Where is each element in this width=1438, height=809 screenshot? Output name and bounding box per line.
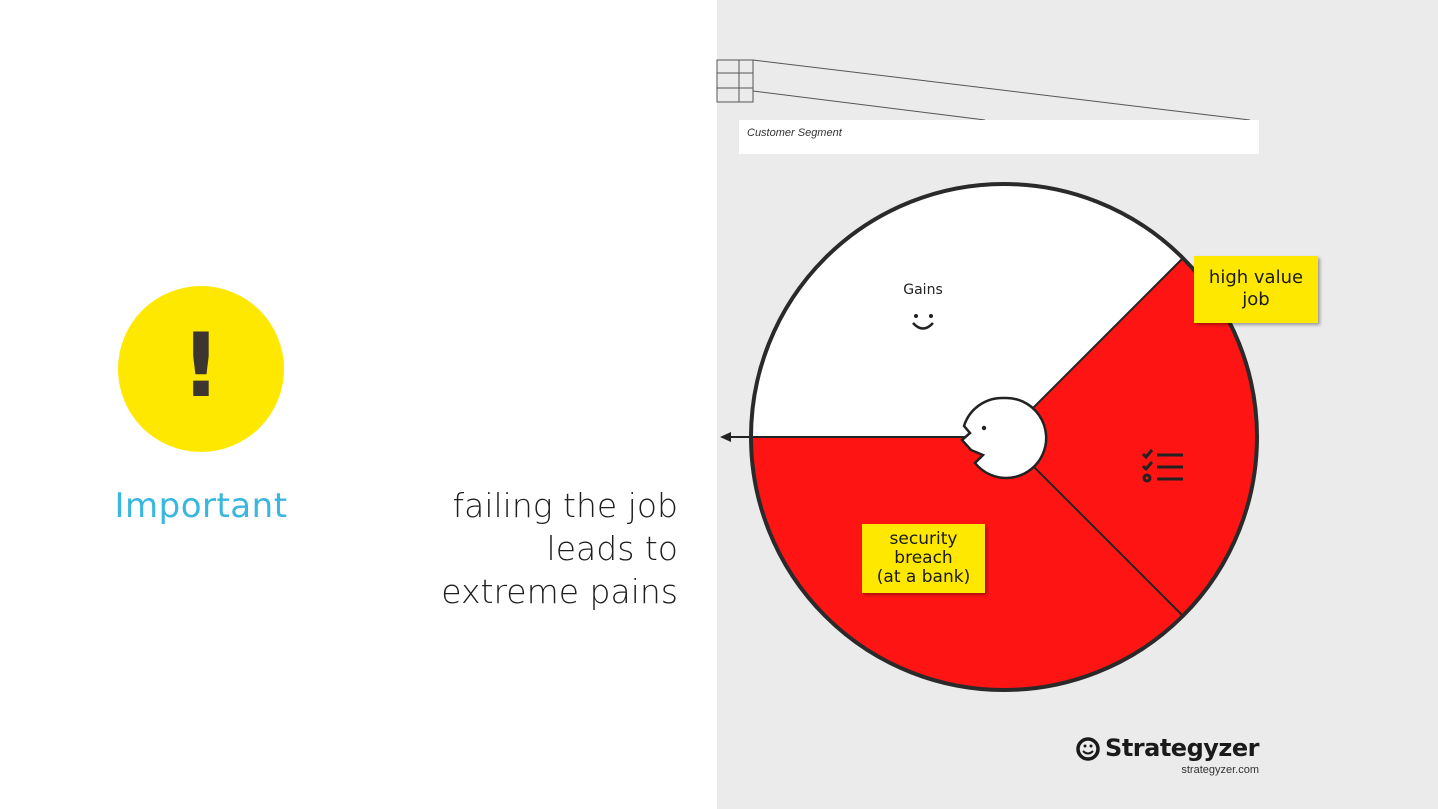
gains-sector (750, 183, 1183, 437)
smiley-icon (912, 314, 934, 330)
customer-head-icon (960, 396, 1048, 480)
sticky-line: high value (1208, 267, 1304, 288)
statement-line: leads to (546, 529, 678, 568)
statement-line: extreme pains (441, 572, 678, 611)
sticky-line: security (889, 529, 958, 549)
customer-segment-field: Customer Segment (739, 120, 1259, 154)
exclamation-icon: ! (180, 314, 222, 417)
checklist-icon (1141, 449, 1183, 483)
left-panel: ! Important failing the job leads to ext… (0, 0, 717, 809)
sticky-note-security-breach[interactable]: security breach (at a bank) (862, 524, 985, 593)
brand-url: strategyzer.com (1181, 764, 1259, 776)
customer-segment-label: Customer Segment (747, 127, 842, 139)
profile-outline (749, 182, 1259, 692)
sticky-line: (at a bank) (876, 567, 971, 587)
statement-text: failing the job leads to extreme pains (380, 484, 678, 613)
gains-label: Gains (903, 282, 943, 298)
strategyzer-branding: Strategyzer strategyzer.com (1074, 734, 1259, 776)
brand-name: Strategyzer (1105, 734, 1259, 762)
sticky-line: job (1242, 289, 1270, 310)
strategyzer-logo-icon (1076, 737, 1100, 761)
statement-line: failing the job (452, 486, 678, 525)
sticky-line: breach (894, 548, 953, 568)
important-label: Important (114, 486, 288, 526)
important-badge: ! (118, 286, 284, 452)
value-map-fragment (716, 59, 1251, 121)
jobs-sector (1004, 258, 1258, 616)
sticky-note-high-value-job[interactable]: high value job (1194, 256, 1318, 323)
arrow-head-icon (720, 432, 731, 442)
sector-divider (1003, 257, 1184, 438)
